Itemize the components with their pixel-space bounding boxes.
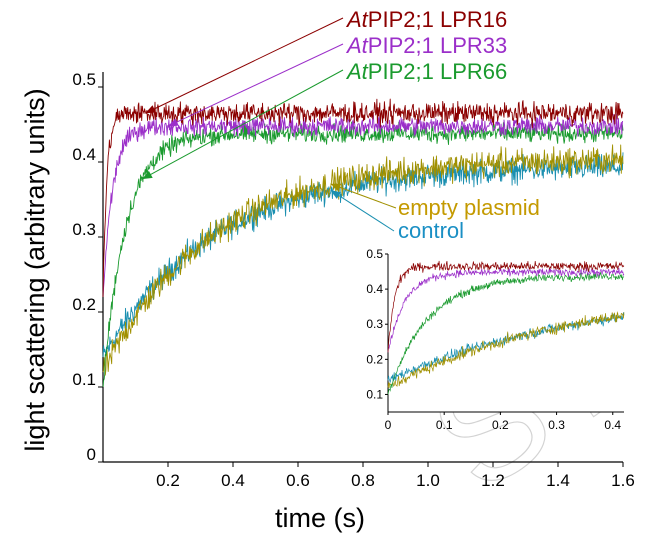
legend-entry-lpr33: AtPIP2;1 LPR33 xyxy=(345,33,507,58)
inset-y-tick-label: 0.5 xyxy=(366,247,383,261)
y-axis-title: light scattering (arbitrary units) xyxy=(20,88,50,451)
y-tick-label: 0.3 xyxy=(72,220,96,239)
inset-series-pip2-1-lpr33 xyxy=(387,267,625,353)
x-axis-title: time (s) xyxy=(275,503,365,533)
x-tick-label: 1.6 xyxy=(611,471,635,490)
series-pip2-1-lpr16 xyxy=(102,98,624,298)
inset-x-tick-label: 0.4 xyxy=(604,418,621,432)
series-pip2-1-lpr33 xyxy=(102,113,624,298)
inset-x-tick-label: 0.3 xyxy=(548,418,565,432)
y-tick-label: 0.5 xyxy=(72,70,96,89)
x-tick-label: 1.2 xyxy=(481,471,505,490)
leader-pip2-1-lpr66 xyxy=(141,69,344,180)
legend-entry-control: control xyxy=(398,218,464,243)
legend-entry-lpr33-italic: At xyxy=(345,33,369,58)
leader-arrowhead-control xyxy=(330,190,342,199)
inset-x-tick-label: 0 xyxy=(385,418,392,432)
inset-x-tick-label: 0.2 xyxy=(492,418,509,432)
y-tick-label: 0.1 xyxy=(72,370,96,389)
inset-y-tick-label: 0.2 xyxy=(366,352,383,366)
y-tick-label: 0 xyxy=(87,445,96,464)
x-tick-label: 1.4 xyxy=(546,471,570,490)
leader-arrowhead-empty-plasmid xyxy=(330,183,342,192)
leader-arrowhead-pip2-1-lpr66 xyxy=(142,170,153,180)
legend-entry-lpr33-rest: PIP2;1 LPR33 xyxy=(368,33,507,58)
legend-entry-lpr66: AtPIP2;1 LPR66 xyxy=(345,59,507,84)
inset-series-group xyxy=(387,260,625,395)
x-tick-group: 0.2 0.4 0.6 0.8 1.0 1.2 1.4 1.6 xyxy=(156,462,635,490)
legend-entry-lpr16-rest: PIP2;1 LPR16 xyxy=(368,7,507,32)
inset-y-tick-label: 0.1 xyxy=(366,387,383,401)
leader-arrowhead-pip2-1-lpr33 xyxy=(168,118,179,127)
x-tick-label: 0.8 xyxy=(351,471,375,490)
x-tick-label: 0.2 xyxy=(156,471,180,490)
x-tick-label: 1.0 xyxy=(416,471,440,490)
legend-leaders xyxy=(141,17,397,232)
y-tick-group: 0 0.1 0.2 0.3 0.4 0.5 xyxy=(72,70,103,464)
inset-y-tick-group: 0.1 0.2 0.3 0.4 0.5 xyxy=(366,247,388,401)
legend: AtPIP2;1 LPR16 AtPIP2;1 LPR33 AtPIP2;1 L… xyxy=(345,7,540,243)
legend-entry-lpr66-italic: At xyxy=(345,59,369,84)
inset-series-pip2-1-lpr66 xyxy=(387,272,625,395)
series-empty-plasmid xyxy=(102,144,624,376)
legend-entry-empty-plasmid: empty plasmid xyxy=(398,195,540,220)
y-tick-label: 0.2 xyxy=(72,295,96,314)
leader-arrowhead-pip2-1-lpr16 xyxy=(145,105,156,114)
series-group xyxy=(102,98,624,388)
inset-chart: 0.1 0.2 0.3 0.4 0.5 0 0.1 0.2 0.3 0.4 xyxy=(366,247,625,432)
inset-x-tick-label: 0.1 xyxy=(436,418,453,432)
leader-control xyxy=(330,189,395,232)
legend-entry-lpr66-rest: PIP2;1 LPR66 xyxy=(368,59,507,84)
inset-y-tick-label: 0.3 xyxy=(366,317,383,331)
series-pip2-1-lpr66 xyxy=(102,121,624,388)
leader-empty-plasmid xyxy=(330,183,397,209)
x-tick-label: 0.4 xyxy=(221,471,245,490)
legend-entry-lpr16-italic: At xyxy=(345,7,369,32)
x-tick-label: 0.6 xyxy=(286,471,310,490)
inset-series-pip2-1-lpr16 xyxy=(387,260,625,353)
leader-pip2-1-lpr16 xyxy=(145,17,344,114)
inset-x-tick-group: 0 0.1 0.2 0.3 0.4 xyxy=(385,412,621,432)
inset-y-tick-label: 0.4 xyxy=(366,282,383,296)
inset-series-empty-plasmid xyxy=(387,311,625,389)
legend-entry-lpr16: AtPIP2;1 LPR16 xyxy=(345,7,507,32)
y-tick-label: 0.4 xyxy=(72,145,96,164)
leader-pip2-1-lpr33 xyxy=(167,43,344,127)
